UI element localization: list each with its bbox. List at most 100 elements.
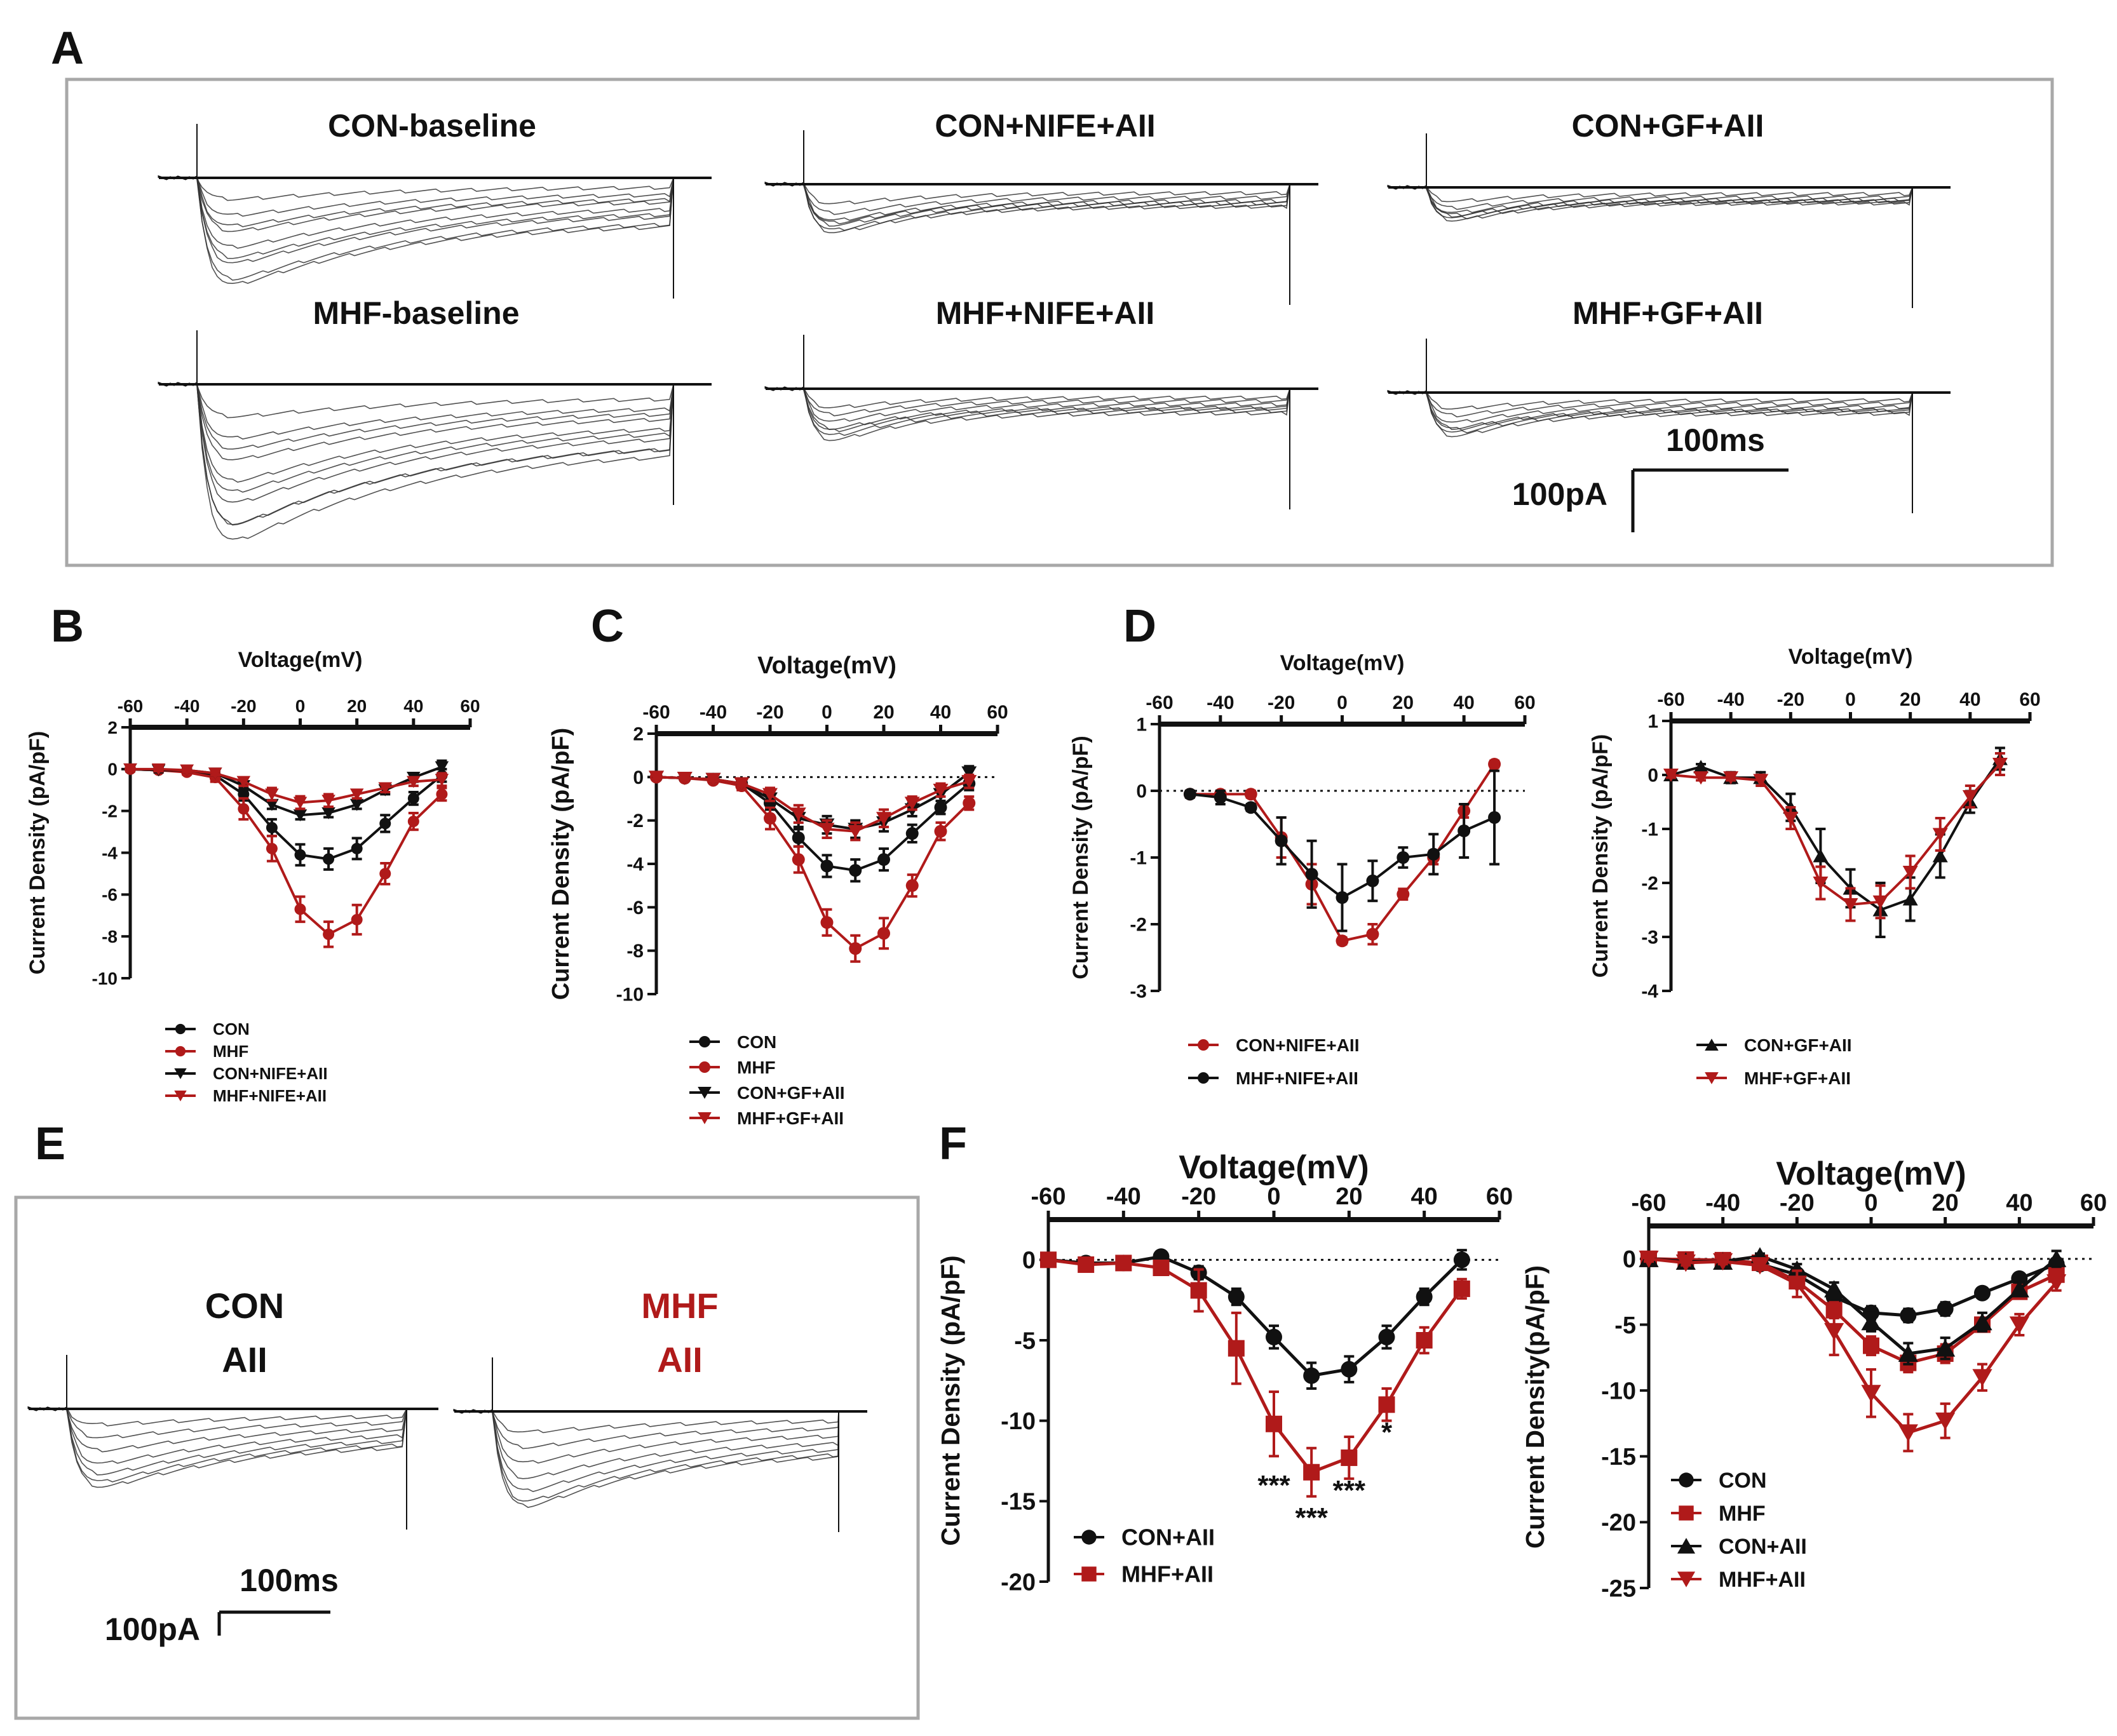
y-axis-title: Current Density (pA/pF)	[548, 728, 574, 1000]
trace-e-con	[27, 1355, 438, 1530]
x-axis-title: Voltage(mV)	[1280, 651, 1405, 675]
series-line	[130, 765, 443, 817]
data-point	[1427, 847, 1440, 861]
legend: CON MHF CON+NIFE+AII MHF+NIFE+AII	[165, 1019, 328, 1105]
x-tick-label: -20	[1181, 1183, 1216, 1210]
series-mhf	[1640, 1250, 2065, 1374]
data-point	[236, 776, 251, 788]
series-line	[130, 767, 443, 861]
data-point	[1305, 868, 1318, 881]
y-tick-label: -20	[1601, 1510, 1636, 1537]
trace-sweep	[196, 177, 712, 281]
chart-f-left: -60 -40 -20 0 20 40 600-5-10-15-20Voltage(mV)C…	[936, 1149, 1513, 1596]
significance-label: ***	[1257, 1470, 1290, 1501]
data-point	[1453, 1280, 1470, 1297]
significance-label: *	[1381, 1417, 1393, 1448]
data-point	[1341, 1449, 1358, 1466]
data-point	[849, 942, 862, 955]
scale-bar-e	[217, 1610, 330, 1636]
x-tick-label: -40	[700, 702, 727, 723]
data-point	[1453, 1251, 1470, 1268]
data-point	[1693, 760, 1709, 774]
trace-title-con-nife: CON+NIFE+AII	[935, 108, 1155, 144]
legend-swatch-marker	[1081, 1530, 1097, 1545]
series-line	[130, 767, 442, 804]
data-point	[820, 916, 834, 929]
data-point	[1813, 849, 1829, 863]
trace-sweep	[492, 1410, 867, 1493]
trace-sweep	[492, 1411, 867, 1508]
data-point	[1214, 791, 1227, 804]
data-point	[961, 775, 977, 789]
y-tick-label: -15	[1001, 1489, 1036, 1516]
y-tick-label: -4	[1641, 981, 1658, 1002]
data-point	[877, 853, 890, 866]
data-point	[1861, 1313, 1881, 1331]
data-point	[764, 812, 776, 825]
y-tick-label: -6	[626, 898, 644, 918]
trace-sweep	[196, 176, 712, 249]
y-tick-label: -2	[102, 801, 118, 821]
trace-title-con-gf: CON+GF+AII	[1572, 108, 1764, 144]
series-line	[1048, 1258, 1463, 1474]
trace-title-mhf-baseline: MHF-baseline	[313, 295, 519, 331]
data-point	[1972, 1313, 1992, 1331]
x-tick-label: -60	[1657, 689, 1684, 710]
trace-sweep	[492, 1411, 867, 1450]
data-point	[265, 788, 279, 801]
legend: CON MHF CON+AII MHF+AII	[1671, 1469, 1807, 1592]
series-mhf-aii	[1639, 1250, 2067, 1453]
data-point	[1932, 828, 1948, 842]
x-tick-label: -60	[1632, 1190, 1667, 1216]
panel-letter-a: A	[51, 23, 84, 74]
trace-sweep	[66, 1408, 438, 1483]
data-point	[2009, 1280, 2029, 1298]
x-tick-label: -40	[174, 696, 200, 716]
trace-sweep	[1426, 187, 1951, 222]
data-point	[1872, 895, 1888, 909]
trace-e-mhf-line2: AII	[657, 1340, 703, 1380]
panel-letter-d: D	[1123, 601, 1156, 652]
y-tick-label: -10	[1001, 1408, 1036, 1435]
trace-sweep	[1426, 392, 1951, 418]
data-point	[1962, 790, 1978, 804]
data-point	[934, 824, 947, 838]
y-axis-title: Current Density(pA/pF)	[1520, 1265, 1550, 1549]
panel-e-current-traces	[27, 1355, 867, 1532]
x-tick-label: 20	[1336, 1183, 1362, 1210]
x-tick-label: 0	[1845, 689, 1856, 710]
panel-letter-c: C	[591, 601, 624, 652]
trace-sweep	[1426, 392, 1951, 438]
y-tick-label: -3	[1641, 927, 1658, 948]
y-tick-label: 2	[107, 718, 118, 737]
data-point	[1303, 1367, 1320, 1384]
data-point	[351, 842, 363, 854]
scale-bar-e-time: 100ms	[240, 1563, 339, 1598]
x-tick-label: -40	[1705, 1190, 1740, 1216]
data-point	[961, 766, 977, 780]
trace-sweep	[196, 384, 712, 503]
data-point	[1416, 1332, 1433, 1349]
series-con-aii	[1040, 1248, 1470, 1390]
data-point	[762, 788, 778, 802]
data-point	[123, 763, 137, 776]
x-axis-title: Voltage(mV)	[757, 652, 896, 679]
y-axis-title: Current Density (pA/pF)	[25, 731, 50, 974]
data-point	[1115, 1255, 1132, 1272]
data-point	[1244, 801, 1257, 814]
data-point	[1458, 824, 1471, 837]
data-point	[293, 809, 308, 822]
trace-con-gf	[1387, 133, 1951, 308]
legend-swatch-marker	[174, 1068, 187, 1079]
data-point	[1228, 1340, 1245, 1357]
y-tick-label: -4	[626, 854, 644, 875]
legend-swatch-marker	[175, 1023, 186, 1035]
x-tick-label: 60	[1514, 692, 1535, 713]
data-point	[151, 763, 166, 776]
data-point	[1863, 1337, 1879, 1354]
x-tick-label: -60	[1146, 692, 1173, 713]
legend-swatch-marker	[1679, 1472, 1694, 1488]
data-point	[905, 879, 919, 892]
trace-sweep	[1426, 187, 1951, 210]
y-tick-label: 1	[1647, 711, 1658, 732]
